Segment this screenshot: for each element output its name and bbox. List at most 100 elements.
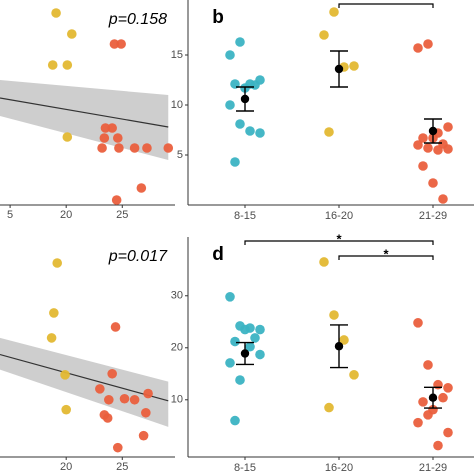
y-tick-label: 5 xyxy=(177,149,183,161)
p-value: p=0.158 xyxy=(108,11,167,28)
point xyxy=(99,133,110,143)
x-tick-label: 25 xyxy=(116,461,128,473)
x-tick-label: 16-20 xyxy=(325,210,353,222)
x-tick-label: 21-29 xyxy=(419,210,447,222)
point xyxy=(46,333,57,343)
point xyxy=(61,404,71,415)
point xyxy=(111,195,122,205)
point xyxy=(423,39,433,49)
point xyxy=(428,178,438,188)
mean-point xyxy=(334,342,344,351)
point xyxy=(142,143,152,153)
point xyxy=(230,415,240,426)
mean-point xyxy=(240,349,250,358)
point xyxy=(413,318,423,328)
mean-point xyxy=(334,64,344,74)
point xyxy=(423,360,433,370)
point xyxy=(255,349,265,360)
point xyxy=(413,417,423,428)
point xyxy=(114,143,124,153)
point xyxy=(51,8,61,18)
x-tick-label: 5 xyxy=(7,209,13,221)
significance-star: * xyxy=(336,231,342,246)
point xyxy=(163,143,174,153)
point xyxy=(119,393,130,404)
y-tick-label: 10 xyxy=(171,394,183,406)
point xyxy=(47,60,58,70)
fit-line xyxy=(0,353,169,402)
point xyxy=(329,7,339,17)
point xyxy=(225,358,235,368)
point xyxy=(97,143,107,153)
point xyxy=(418,161,428,171)
point xyxy=(443,427,453,438)
x-tick-label: 8-15 xyxy=(234,210,256,222)
point xyxy=(349,370,359,380)
significance-star: * xyxy=(383,246,389,261)
point xyxy=(109,39,120,49)
x-tick-label: 21-29 xyxy=(419,462,447,474)
point xyxy=(443,144,453,154)
y-tick-label: 20 xyxy=(171,342,183,354)
point xyxy=(102,413,113,423)
point xyxy=(433,145,443,155)
point xyxy=(235,375,245,385)
point xyxy=(240,324,250,335)
point xyxy=(100,123,111,133)
x-tick-label: 16-20 xyxy=(325,462,353,474)
x-tick-label: 20 xyxy=(60,461,72,473)
confidence-band xyxy=(0,337,169,427)
point xyxy=(339,335,349,345)
point xyxy=(62,132,73,142)
point xyxy=(141,407,151,418)
point xyxy=(66,29,77,39)
point xyxy=(230,157,240,167)
point xyxy=(52,258,63,268)
x-tick-label: 25 xyxy=(116,209,128,221)
point xyxy=(95,384,105,394)
p-value: p=0.017 xyxy=(108,248,168,265)
mean-point xyxy=(428,126,438,136)
point xyxy=(433,379,443,390)
point xyxy=(110,322,121,332)
point xyxy=(225,292,235,302)
point xyxy=(423,143,433,153)
point xyxy=(112,442,123,453)
point xyxy=(413,140,423,150)
point xyxy=(49,308,59,318)
point xyxy=(129,143,140,153)
point xyxy=(60,370,70,380)
point xyxy=(324,402,334,413)
y-tick-label: 15 xyxy=(171,49,183,61)
panel-letter: d xyxy=(212,244,224,265)
panel-letter: b xyxy=(212,7,224,28)
point xyxy=(319,30,329,40)
point xyxy=(230,336,240,347)
point xyxy=(138,430,149,441)
point xyxy=(438,392,448,403)
confidence-band xyxy=(0,80,169,160)
point xyxy=(413,43,423,53)
point xyxy=(245,126,255,136)
point xyxy=(433,440,443,451)
point xyxy=(136,183,147,193)
point xyxy=(235,119,245,129)
point xyxy=(324,127,334,137)
y-tick-label: 10 xyxy=(171,99,183,111)
point xyxy=(116,39,126,49)
significance-bracket xyxy=(244,240,434,245)
significance-bracket xyxy=(338,255,434,260)
x-tick-label: 20 xyxy=(60,209,72,221)
point xyxy=(255,128,265,138)
point xyxy=(250,333,260,343)
point xyxy=(245,341,255,352)
point xyxy=(443,383,453,393)
point xyxy=(225,100,235,110)
point xyxy=(349,61,359,71)
point xyxy=(143,388,153,399)
point xyxy=(255,324,265,335)
mean-point xyxy=(240,94,250,104)
point xyxy=(329,310,339,320)
point xyxy=(319,257,329,267)
